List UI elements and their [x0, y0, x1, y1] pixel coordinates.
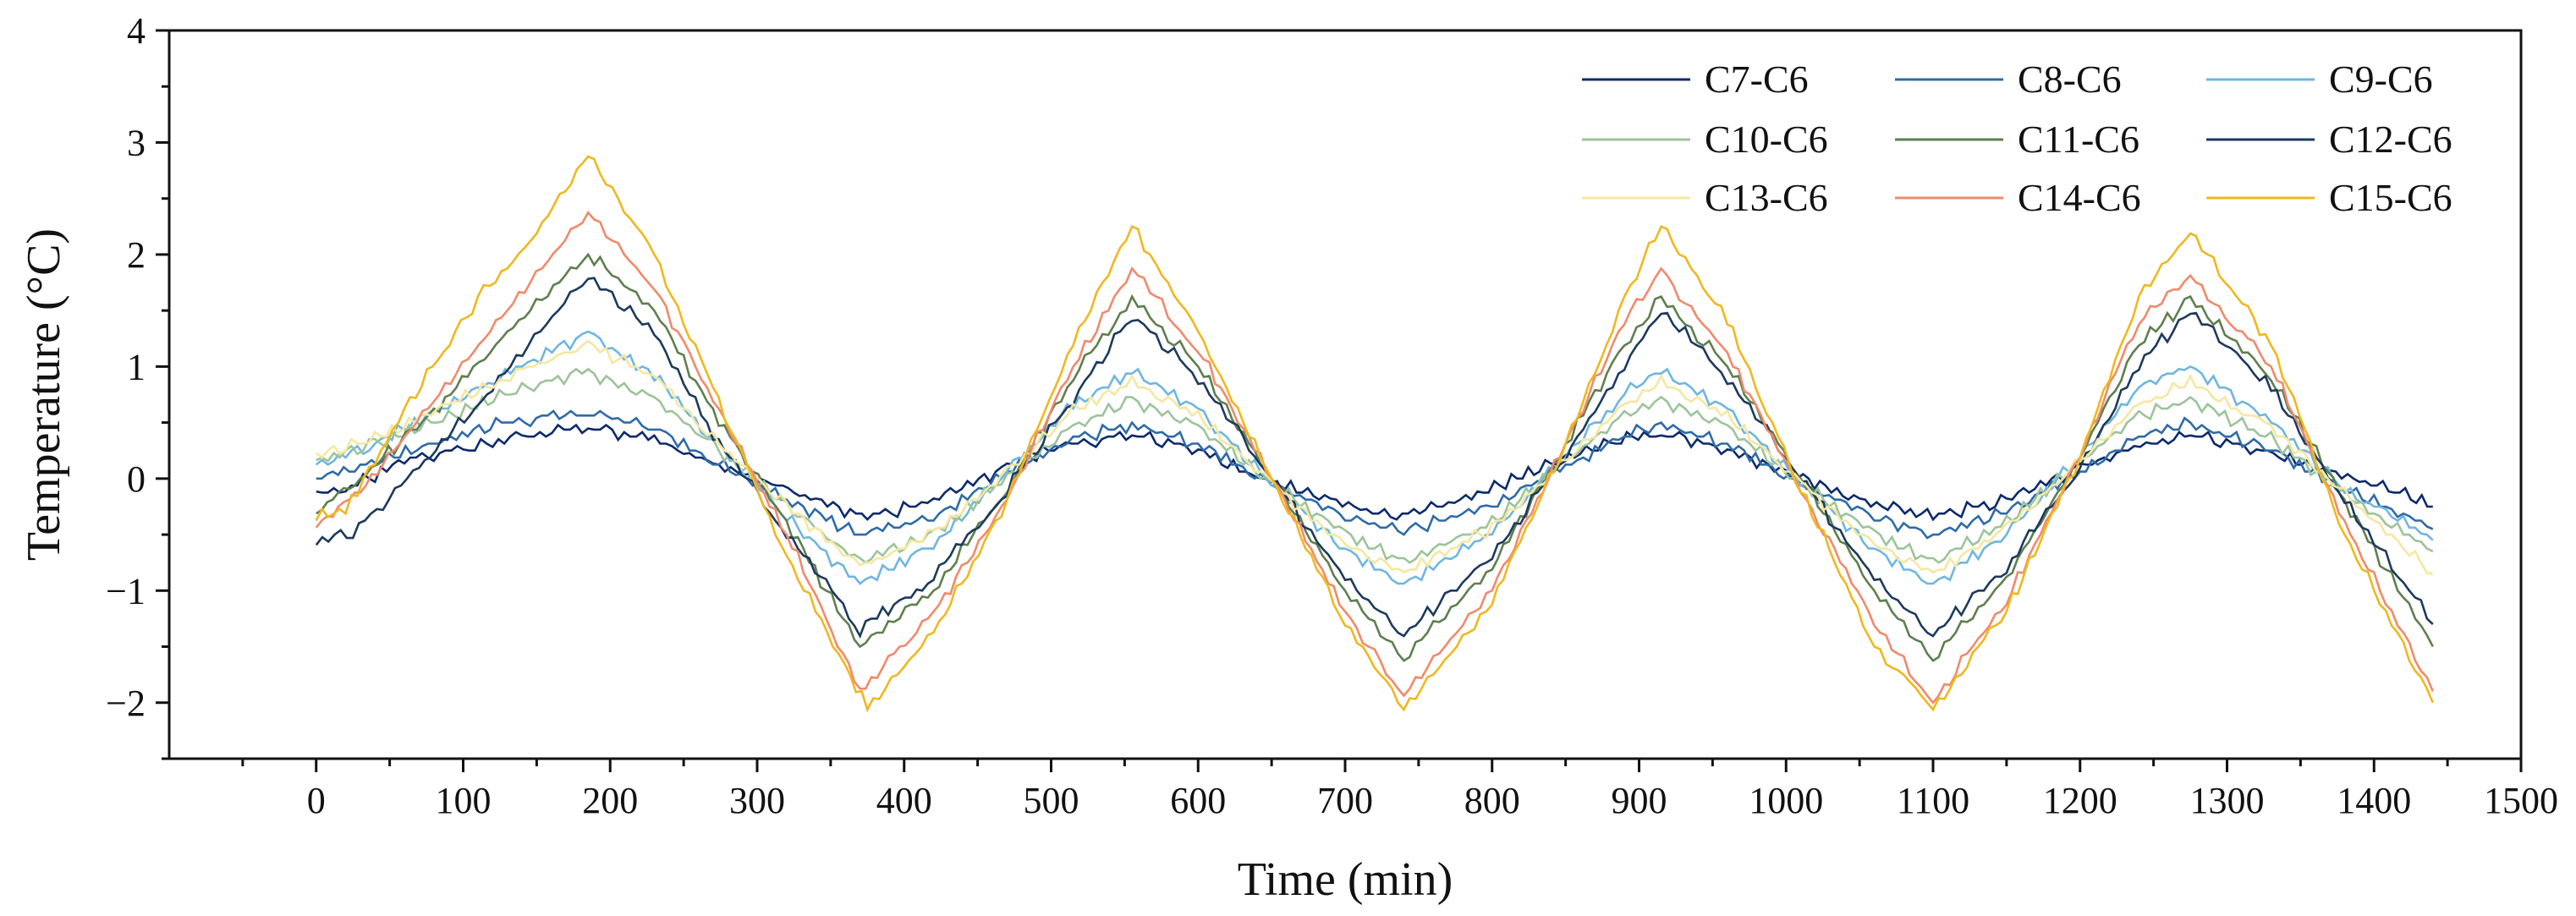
legend-label: C8-C6 — [2018, 58, 2122, 101]
x-tick-label: 300 — [729, 780, 785, 821]
y-tick-label: 0 — [127, 458, 146, 500]
x-tick-label: 800 — [1464, 780, 1520, 821]
x-tick-label: 1300 — [2190, 780, 2265, 821]
series-line-c14-c6 — [315, 211, 2435, 705]
x-tick-label: 700 — [1317, 780, 1373, 821]
x-tick-label: 1500 — [2484, 780, 2558, 821]
y-axis-title: Temperature (°C) — [18, 228, 70, 561]
legend-label: C7-C6 — [1705, 58, 1809, 101]
x-axis-title: Time (min) — [1238, 853, 1453, 906]
series-line-c11-c6 — [316, 252, 2434, 662]
x-axis-ticks: 0 100 200 300 400 500 600 700 800 900 1000 1100 1200… — [241, 759, 2558, 821]
x-tick-label: 900 — [1612, 780, 1667, 821]
series-line-c15-c6 — [315, 155, 2434, 713]
y-tick-label: −2 — [106, 683, 146, 724]
y-tick-label: 1 — [127, 346, 146, 387]
x-tick-label: 1400 — [2337, 780, 2411, 821]
y-tick-label: 3 — [127, 122, 146, 163]
x-tick-label: 1200 — [2043, 780, 2117, 821]
series-line-c10-c6 — [316, 367, 2434, 564]
legend-label: C15-C6 — [2329, 176, 2452, 219]
x-tick-label: 500 — [1024, 780, 1079, 821]
series-line-c7-c6 — [316, 423, 2433, 522]
x-tick-label: 1000 — [1749, 780, 1823, 821]
x-tick-label: 100 — [436, 780, 492, 821]
x-tick-label: 400 — [876, 780, 932, 821]
x-tick-label: 1100 — [1897, 780, 1969, 821]
y-tick-label: −1 — [106, 570, 146, 612]
legend-label: C9-C6 — [2329, 58, 2433, 101]
legend-label: C13-C6 — [1705, 176, 1828, 219]
series-lines — [315, 155, 2435, 713]
legend-label: C14-C6 — [2018, 176, 2141, 219]
legend-label: C12-C6 — [2329, 118, 2452, 161]
x-tick-label: 200 — [582, 780, 638, 821]
series-line-c12-c6 — [315, 277, 2434, 639]
legend-label: C10-C6 — [1705, 118, 1828, 161]
x-tick-label: 0 — [307, 780, 326, 821]
legend-label: C11-C6 — [2018, 118, 2139, 161]
y-tick-label: 4 — [127, 10, 146, 52]
y-tick-label: 2 — [127, 234, 146, 276]
y-axis-ticks: −2 −1 0 1 2 3 4 — [106, 10, 169, 760]
legend: C7-C6 C8-C6 C9-C6 C10-C6 C11-C6 C12-C6 C13-C6 C… — [1582, 58, 2452, 219]
series-line-c9-c6 — [316, 330, 2434, 585]
series-line-c8-c6 — [316, 409, 2434, 540]
series-line-c13-c6 — [316, 339, 2433, 575]
x-tick-label: 600 — [1170, 780, 1226, 821]
